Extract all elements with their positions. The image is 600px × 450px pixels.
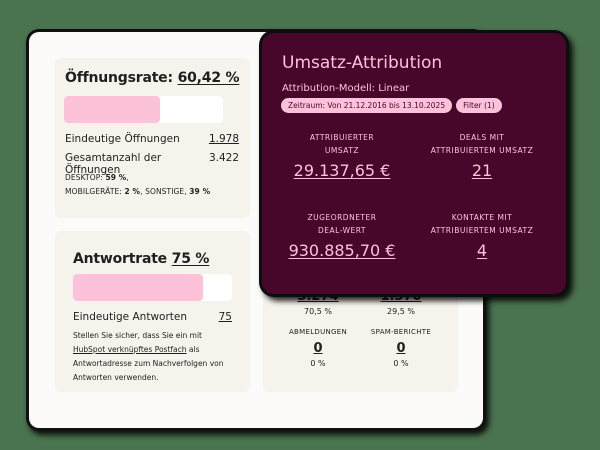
mobile-value: 2 %: [124, 187, 141, 196]
deal-value-value[interactable]: 930.885,70 €: [288, 241, 396, 260]
attribution-title: Umsatz-Attribution: [282, 53, 443, 73]
unique-replies-row: Eindeutige Antworten 75: [73, 311, 232, 323]
unsubscribes-label: ABMELDUNGEN: [288, 328, 348, 336]
desktop-label: DESKTOP:: [65, 173, 103, 182]
metric-deals-with-revenue: DEALS MIT ATTRIBUIERTEM UMSATZ 21: [407, 131, 557, 180]
desktop-value: 59 %: [105, 173, 127, 182]
total-opens-value: 3.422: [208, 152, 239, 164]
metric-label: DEALS MIT: [459, 133, 505, 142]
device-breakdown: DESKTOP: 59 %, MOBILGERÄTE: 2 %, SONSTIG…: [65, 173, 211, 196]
spam-reports-label: SPAM-BERICHTE: [370, 328, 432, 336]
spam-reports-percent: 0 %: [393, 359, 409, 368]
contacts-count-value[interactable]: 4: [476, 241, 488, 260]
connected-inbox-link[interactable]: HubSpot verknüpftes Postfach: [73, 345, 187, 354]
note-text-end: als Antwortadresse zum Nachverfolgen von…: [73, 345, 224, 382]
metric-contacts-with-revenue: KONTAKTE MIT ATTRIBUIERTEM UMSATZ 4: [407, 211, 557, 260]
reply-rate-card: Antwortrate 75 % Eindeutige Antworten 75…: [55, 231, 250, 392]
metric-label: ATTRIBUIERTER: [309, 133, 375, 142]
deals-count-value[interactable]: 21: [471, 161, 493, 180]
other-value: 39 %: [189, 187, 211, 196]
unique-opens-value[interactable]: 1.978: [208, 133, 239, 145]
revenue-attribution-card: Umsatz-Attribution Attribution-Modell: L…: [262, 33, 566, 294]
metric-assigned-deal-value: ZUGEORDNETER DEAL-WERT 930.885,70 €: [267, 211, 417, 260]
stat-spam-reports: SPAM-BERICHTE 0 0 %: [356, 328, 446, 368]
mobile-label: MOBILGERÄTE:: [65, 187, 122, 196]
filter-chips: Zeitraum: Von 21.12.2016 bis 13.10.2025 …: [281, 98, 502, 113]
stat-2-percent: 29,5 %: [387, 307, 415, 316]
stat-unsubscribes: ABMELDUNGEN 0 0 %: [273, 328, 363, 368]
total-opens-label: Gesamtanzahl der Öffnungen: [65, 152, 162, 176]
reply-rate-value[interactable]: 75 %: [171, 251, 210, 267]
open-rate-value[interactable]: 60,42 %: [177, 70, 240, 86]
open-rate-card: Öffnungsrate: 60,42 % Eindeutige Öffnung…: [55, 58, 250, 218]
attributed-revenue-value[interactable]: 29.137,65 €: [293, 161, 391, 180]
open-rate-title: Öffnungsrate: 60,42 %: [65, 70, 240, 86]
reply-rate-title: Antwortrate 75 %: [73, 251, 209, 267]
stat-1-percent: 70,5 %: [304, 307, 332, 316]
unique-opens-row: Eindeutige Öffnungen 1.978: [65, 133, 239, 145]
reply-rate-bar-fill: [73, 274, 204, 301]
reply-note: Stellen Sie sicher, dass Sie ein mit Hub…: [73, 329, 238, 385]
reply-rate-bar: [73, 274, 232, 301]
open-rate-bar-fill: [64, 96, 161, 123]
reply-rate-label: Antwortrate: [73, 251, 167, 267]
metric-label: ATTRIBUIERTEM UMSATZ: [430, 226, 534, 235]
spam-reports-value[interactable]: 0: [396, 341, 406, 356]
other-label: SONSTIGE,: [145, 187, 187, 196]
unique-replies-label: Eindeutige Antworten: [73, 311, 187, 323]
unique-replies-value[interactable]: 75: [218, 311, 232, 323]
unique-opens-label: Eindeutige Öffnungen: [65, 133, 180, 145]
metric-label: ATTRIBUIERTEM UMSATZ: [430, 146, 534, 155]
filter-chip[interactable]: Filter (1): [456, 98, 502, 113]
date-range-chip[interactable]: Zeitraum: Von 21.12.2016 bis 13.10.2025: [281, 98, 453, 113]
metric-label: UMSATZ: [324, 146, 360, 155]
open-rate-label: Öffnungsrate:: [65, 70, 173, 86]
metric-label: ZUGEORDNETER: [307, 213, 377, 222]
metric-label: KONTAKTE MIT: [451, 213, 513, 222]
total-opens-row: Gesamtanzahl der Öffnungen 3.422: [65, 152, 239, 176]
metric-attributed-revenue: ATTRIBUIERTER UMSATZ 29.137,65 €: [267, 131, 417, 180]
open-rate-bar: [64, 96, 223, 123]
unsubscribes-value[interactable]: 0: [313, 341, 323, 356]
attribution-model: Attribution-Modell: Linear: [282, 83, 410, 94]
note-text-start: Stellen Sie sicher, dass Sie ein mit: [73, 331, 202, 340]
unsubscribes-percent: 0 %: [310, 359, 326, 368]
metric-label: DEAL-WERT: [318, 226, 366, 235]
